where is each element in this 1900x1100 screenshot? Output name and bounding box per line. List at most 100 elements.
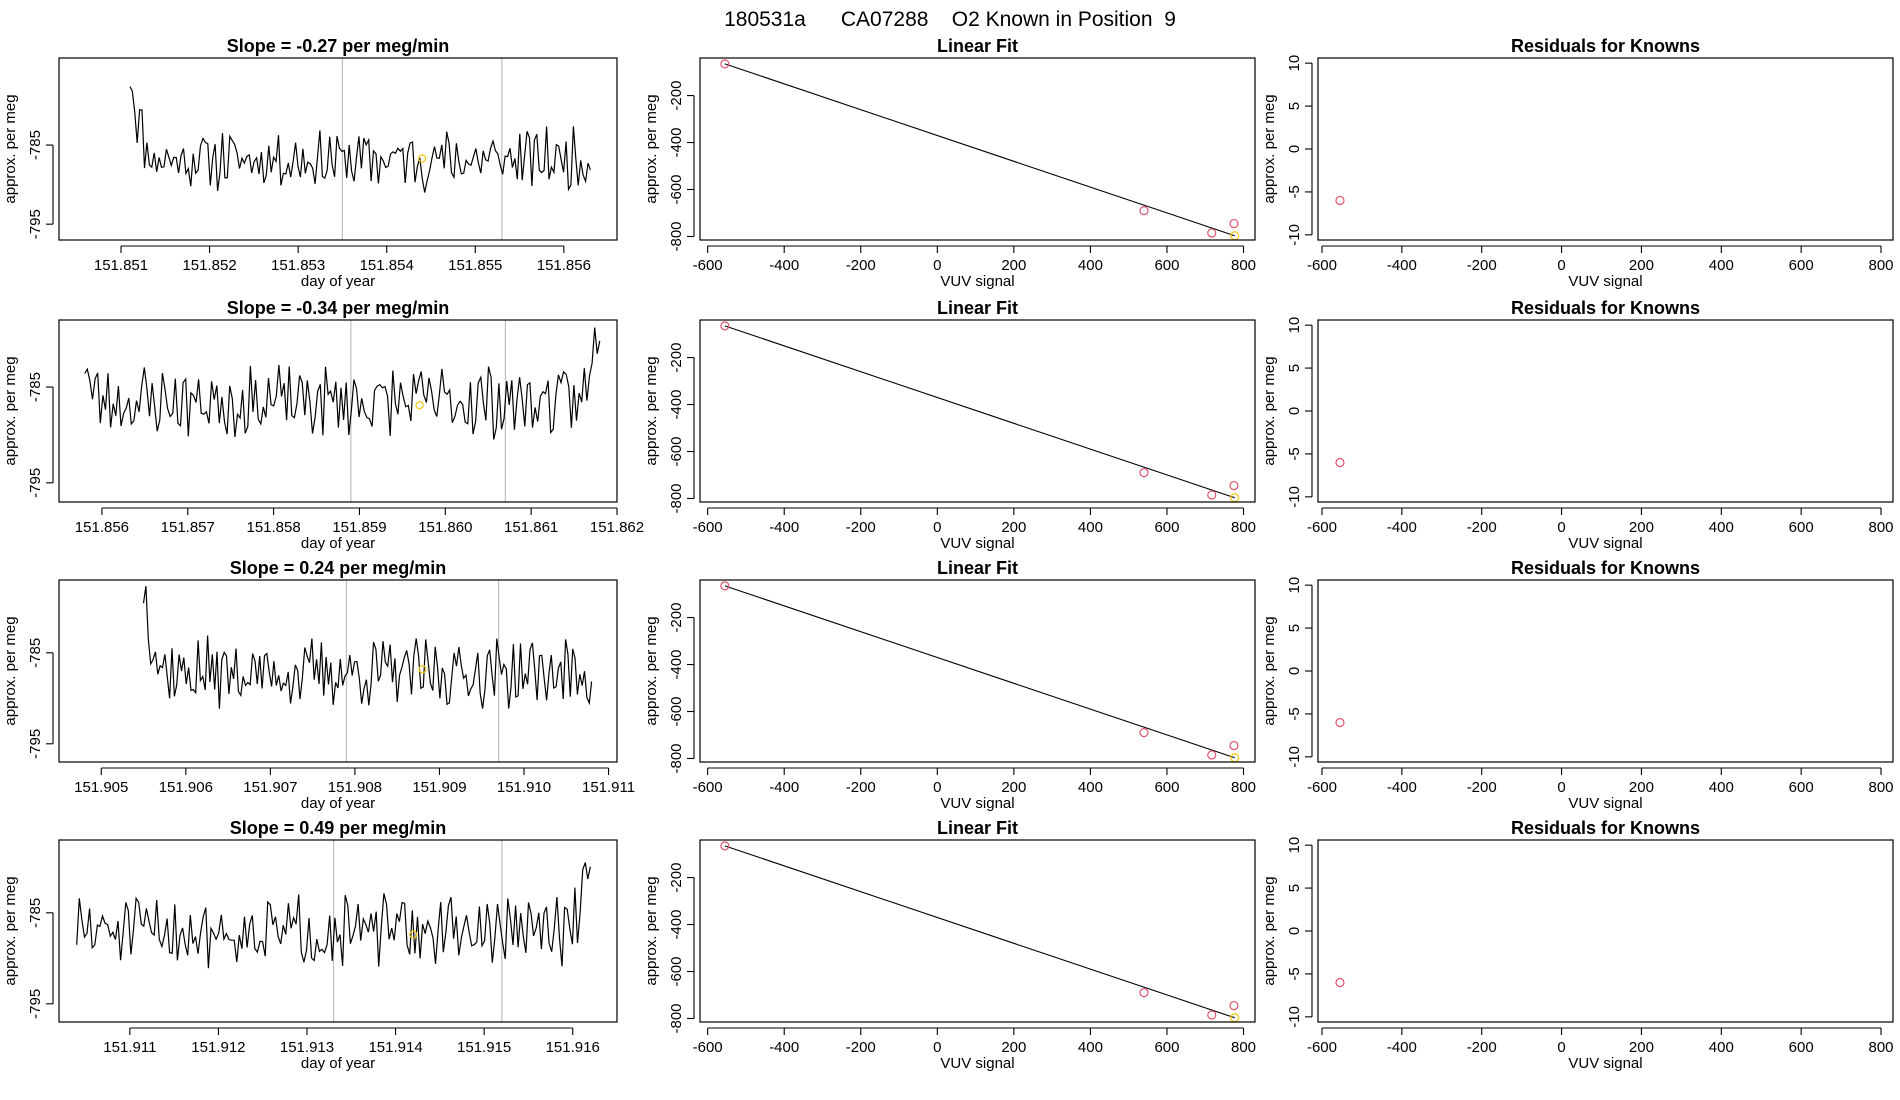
- y-tick-label: -795: [27, 468, 44, 498]
- signal-trace: [142, 586, 593, 709]
- y-axis-label: approx. per meg: [1261, 356, 1278, 465]
- y-axis-label: approx. per meg: [1261, 876, 1278, 985]
- residual-point: [1335, 457, 1345, 468]
- x-tick-label: -600: [693, 1039, 723, 1056]
- x-tick-label: 151.856: [537, 257, 591, 274]
- residuals-panel-row-2: Residuals for Knowns -600 -400 -200 0 200 400 6…: [1261, 298, 1894, 552]
- x-tick-label: 151.856: [75, 519, 129, 536]
- timeseries-panel-row-1: Slope = -0.27 per meg/min 151.851 151.852 1…: [2, 36, 618, 290]
- plot-area: [84, 320, 601, 502]
- x-tick-label: 600: [1789, 779, 1814, 796]
- known-point: [1207, 750, 1217, 760]
- known-point: [1207, 228, 1217, 238]
- residuals-panel-row-4: Residuals for Knowns -600 -400 -200 0 200 400 6…: [1261, 818, 1894, 1072]
- linear_fit-panel-row-3: Linear Fit -600 -400 -200 0 200 400 600 800 VUV s…: [643, 558, 1256, 812]
- current-sample-marker: [418, 665, 427, 674]
- figure-title: 180531a CA07288 O2 Known in Position 9: [724, 8, 1176, 31]
- y-tick-label: -795: [27, 729, 44, 759]
- x-axis-label: VUV signal: [1568, 273, 1642, 290]
- panel-title: Residuals for Knowns: [1511, 36, 1700, 56]
- x-tick-label: -200: [846, 1039, 876, 1056]
- x-axis-label: VUV signal: [940, 1055, 1014, 1072]
- known-point: [1229, 480, 1239, 491]
- x-tick-label: -200: [1467, 257, 1497, 274]
- y-tick-label: 5: [1286, 364, 1303, 372]
- plot-area: [1335, 977, 1345, 988]
- y-tick-label: -800: [668, 483, 685, 513]
- x-tick-label: -600: [1307, 779, 1337, 796]
- x-tick-label: 400: [1709, 1039, 1734, 1056]
- x-tick-label: 151.852: [182, 257, 236, 274]
- y-tick-label: 0: [1286, 927, 1303, 935]
- x-tick-label: 400: [1078, 1039, 1103, 1056]
- panel-title: Slope = -0.34 per meg/min: [227, 298, 450, 318]
- y-tick-label: 5: [1286, 624, 1303, 632]
- y-tick-label: 10: [1286, 837, 1303, 854]
- residuals-panel-row-1: Residuals for Knowns -600 -400 -200 0 200 400 6…: [1261, 36, 1894, 290]
- y-tick-label: -10: [1286, 224, 1303, 246]
- y-tick-label: -10: [1286, 746, 1303, 768]
- residual-point: [1335, 977, 1345, 988]
- y-tick-label: 10: [1286, 317, 1303, 334]
- x-tick-label: 400: [1078, 779, 1103, 796]
- known-point: [1139, 988, 1149, 998]
- x-axis-label: VUV signal: [1568, 1055, 1642, 1072]
- plot-area: [720, 321, 1240, 502]
- plot-area: [1335, 457, 1345, 468]
- x-tick-label: -600: [693, 257, 723, 274]
- x-tick-label: 800: [1869, 1039, 1894, 1056]
- y-tick-label: 0: [1286, 407, 1303, 415]
- y-tick-label: -5: [1286, 447, 1303, 460]
- x-axis-label: day of year: [301, 535, 375, 552]
- known-point: [1229, 1000, 1239, 1011]
- y-tick-label: -400: [668, 390, 685, 420]
- x-axis-label: day of year: [301, 795, 375, 812]
- y-tick-label: 0: [1286, 667, 1303, 675]
- plot-frame: [1317, 319, 1894, 503]
- panel-title: Residuals for Knowns: [1511, 298, 1700, 318]
- y-tick-label: -800: [668, 221, 685, 251]
- x-tick-label: 800: [1231, 1039, 1256, 1056]
- plot-area: [720, 841, 1240, 1022]
- plot-frame: [58, 579, 618, 763]
- known-point: [720, 321, 730, 331]
- y-tick-label: -795: [27, 989, 44, 1019]
- x-axis-label: VUV signal: [1568, 535, 1642, 552]
- x-tick-label: 0: [1557, 779, 1565, 796]
- x-tick-label: 600: [1789, 1039, 1814, 1056]
- known-point: [1139, 468, 1149, 478]
- signal-trace: [129, 86, 591, 193]
- y-tick-label: -200: [668, 603, 685, 633]
- residuals-panel-row-3: Residuals for Knowns -600 -400 -200 0 200 400 6…: [1261, 558, 1894, 812]
- x-tick-label: 800: [1231, 257, 1256, 274]
- x-tick-label: -200: [846, 257, 876, 274]
- x-tick-label: -600: [1307, 1039, 1337, 1056]
- plot-area: [142, 580, 593, 762]
- y-axis-label: approx. per meg: [2, 616, 19, 725]
- known-point: [1207, 490, 1217, 500]
- x-tick-label: -200: [846, 779, 876, 796]
- known-point: [1229, 218, 1239, 229]
- y-axis-label: approx. per meg: [643, 876, 660, 985]
- plot-frame: [58, 839, 618, 1023]
- x-tick-label: -400: [769, 779, 799, 796]
- y-tick-label: -785: [27, 130, 44, 160]
- x-tick-label: 151.905: [74, 779, 128, 796]
- panel-title: Linear Fit: [937, 818, 1018, 838]
- y-tick-label: -600: [668, 174, 685, 204]
- timeseries-panel-row-4: Slope = 0.49 per meg/min 151.911 151.912 15…: [2, 818, 618, 1072]
- plot-frame: [699, 579, 1256, 763]
- residual-point: [1335, 195, 1345, 206]
- panel-title: Linear Fit: [937, 298, 1018, 318]
- fit-line: [724, 585, 1235, 759]
- y-tick-label: -800: [668, 743, 685, 773]
- x-tick-label: 151.907: [243, 779, 297, 796]
- current-sample-marker: [409, 930, 418, 939]
- x-tick-label: -600: [693, 779, 723, 796]
- plot-area: [129, 58, 591, 240]
- y-tick-label: 0: [1286, 145, 1303, 153]
- x-tick-label: 151.912: [191, 1039, 245, 1056]
- plot-frame: [1317, 57, 1894, 241]
- y-axis-label: approx. per meg: [1261, 94, 1278, 203]
